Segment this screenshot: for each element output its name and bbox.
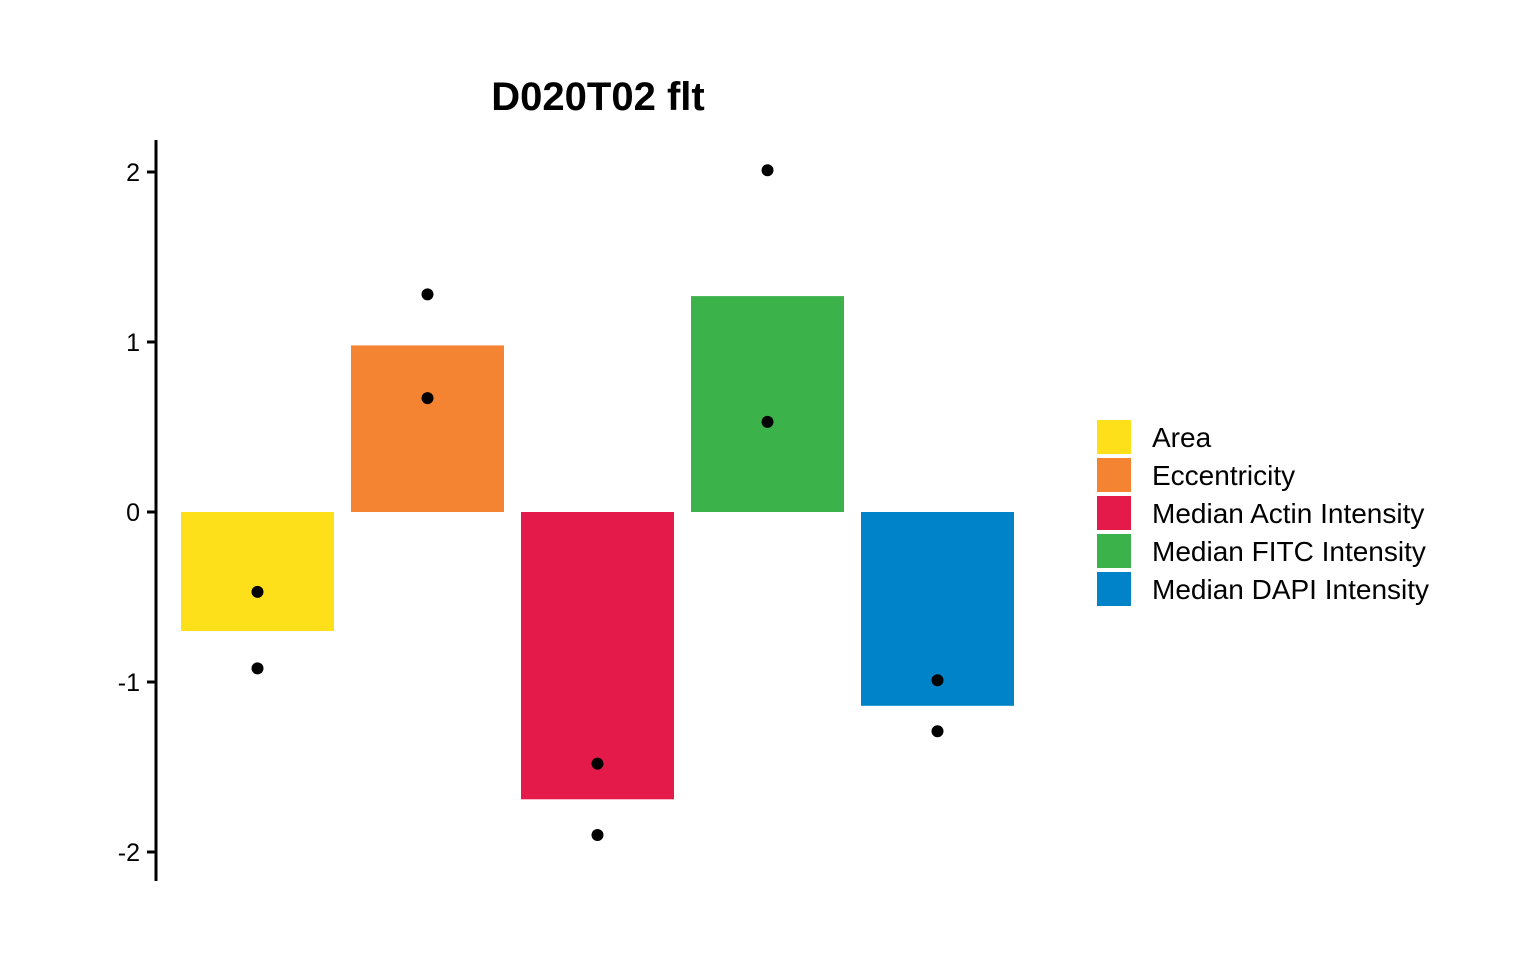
legend-key-5 [1097, 572, 1131, 606]
legend-label: Area [1152, 422, 1212, 453]
y-axis: 2 1 0 -1 -2 [118, 140, 158, 881]
bar-median-actin-intensity [521, 512, 674, 800]
legend-label: Median DAPI Intensity [1152, 574, 1429, 605]
bar-area [181, 512, 334, 631]
data-point-3-1 [591, 757, 604, 770]
y-tick-label: 2 [126, 159, 140, 187]
bar-median-dapi-intensity [861, 512, 1014, 706]
data-point-3-2 [591, 829, 604, 841]
legend: Area Eccentricity Median Actin Intensity Me… [1097, 420, 1429, 606]
data-point-5-2 [931, 725, 944, 738]
legend-label: Median FITC Intensity [1152, 536, 1426, 567]
bar-eccentricity [351, 345, 504, 512]
chart-title: D020T02 flt [491, 75, 704, 119]
data-point-1-1 [251, 585, 264, 598]
data-point-4-2 [761, 415, 774, 428]
legend-key-1 [1097, 420, 1131, 454]
y-tick-label: 0 [126, 499, 140, 527]
y-tick-label: -1 [118, 669, 140, 697]
points-layer [251, 164, 944, 841]
data-point-4-1 [761, 164, 774, 177]
data-point-2-2 [421, 392, 434, 405]
legend-key-2 [1097, 458, 1131, 492]
bars-layer [181, 296, 1014, 800]
data-point-5-1 [931, 674, 944, 687]
y-tick-label: 1 [126, 329, 140, 357]
data-point-1-2 [251, 662, 264, 675]
bar-median-fitc-intensity [691, 296, 844, 512]
legend-key-3 [1097, 496, 1131, 530]
y-tick-label: -2 [118, 839, 140, 867]
legend-key-4 [1097, 534, 1131, 568]
legend-label: Eccentricity [1152, 460, 1295, 491]
legend-label: Median Actin Intensity [1152, 498, 1424, 529]
data-point-2-1 [421, 288, 434, 301]
